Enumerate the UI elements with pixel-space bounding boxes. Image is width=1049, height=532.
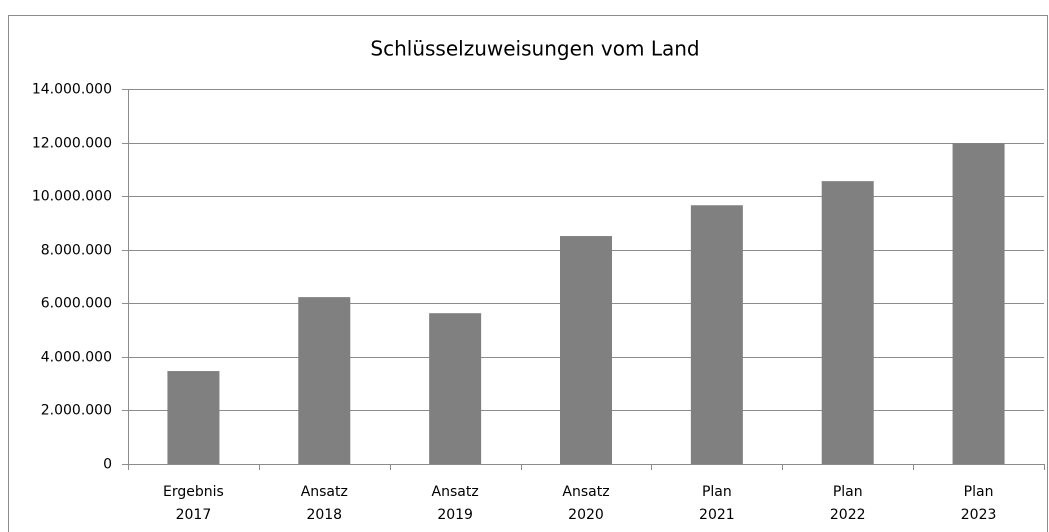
x-tick-label: Ansatz (432, 484, 479, 500)
x-tick-label: 2020 (568, 507, 604, 523)
x-tick-label: 2019 (437, 507, 473, 523)
x-tick-label: Ergebnis (163, 484, 224, 500)
bar (298, 297, 351, 464)
y-tick-label: 8.000.000 (41, 243, 112, 259)
x-tick-label: 2021 (699, 507, 735, 523)
bar (690, 205, 743, 464)
bar (429, 313, 482, 464)
y-tick-label: 6.000.000 (41, 296, 112, 312)
chart-title: Schlüsselzuweisungen vom Land (370, 37, 699, 61)
chart-frame (8, 15, 1048, 532)
x-tick-label: Plan (833, 484, 863, 500)
bar (821, 181, 874, 464)
bar (167, 371, 220, 464)
bar (952, 143, 1005, 464)
x-tick-label: 2023 (961, 507, 997, 523)
x-tick-label: Ansatz (301, 484, 348, 500)
x-tick-label: Ansatz (562, 484, 609, 500)
y-tick-label: 12.000.000 (32, 136, 112, 152)
x-tick-label: 2017 (176, 507, 212, 523)
y-tick-label: 0 (103, 457, 112, 473)
x-tick-label: Plan (702, 484, 732, 500)
y-tick-label: 4.000.000 (41, 350, 112, 366)
y-tick-label: 2.000.000 (41, 403, 112, 419)
x-tick-label: 2022 (830, 507, 866, 523)
bar (560, 236, 612, 464)
y-tick-label: 14.000.000 (32, 82, 112, 98)
y-tick-label: 10.000.000 (32, 189, 112, 205)
x-tick-label: 2018 (306, 507, 342, 523)
x-tick-label: Plan (964, 484, 994, 500)
